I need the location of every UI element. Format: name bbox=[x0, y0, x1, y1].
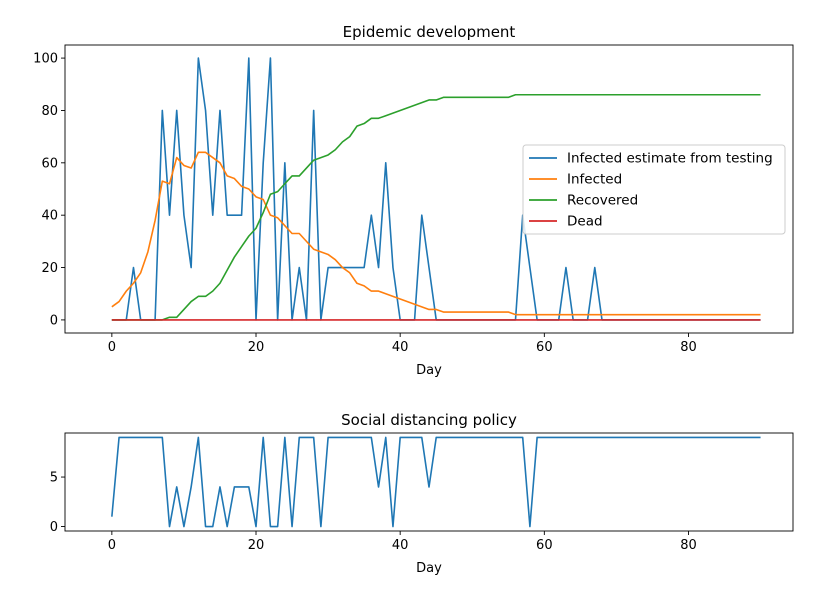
legend: Infected estimate from testing Infected Re… bbox=[522, 144, 786, 235]
legend-label-3: Dead bbox=[567, 214, 603, 230]
x-axis-label: Day bbox=[416, 561, 442, 576]
x-tick-label: 20 bbox=[248, 340, 265, 355]
y-tick-label: 40 bbox=[41, 209, 58, 224]
y-tick-label: 0 bbox=[50, 520, 58, 535]
x-tick-label: 0 bbox=[108, 340, 116, 355]
social-distancing-chart: Social distancing policy 0 20 40 60 80 0 5 Day bbox=[50, 411, 794, 576]
x-tick-label: 80 bbox=[680, 538, 697, 553]
plot-frame bbox=[64, 432, 794, 532]
chart-title: Social distancing policy bbox=[341, 411, 517, 429]
x-tick-label: 80 bbox=[680, 340, 697, 355]
epidemic-chart: Epidemic development 0 20 40 60 80 0 20 40 60 80 10… bbox=[33, 23, 794, 378]
series-line-0 bbox=[111, 436, 761, 528]
y-tick-label: 80 bbox=[41, 104, 58, 119]
y-tick-label: 100 bbox=[33, 52, 58, 67]
legend-label-2: Recovered bbox=[567, 193, 638, 209]
x-tick-label: 0 bbox=[108, 538, 116, 553]
legend-label-0: Infected estimate from testing bbox=[567, 151, 773, 167]
x-tick-label: 60 bbox=[536, 340, 553, 355]
series-line-2 bbox=[111, 93, 761, 321]
legend-label-1: Infected bbox=[567, 172, 622, 188]
y-tick-label: 20 bbox=[41, 261, 58, 276]
y-tick-label: 60 bbox=[41, 156, 58, 171]
x-tick-label: 40 bbox=[392, 340, 409, 355]
y-tick-label: 0 bbox=[50, 313, 58, 328]
y-tick-label: 5 bbox=[50, 471, 58, 486]
x-tick-label: 40 bbox=[392, 538, 409, 553]
legend-box bbox=[522, 144, 786, 235]
x-axis-label: Day bbox=[416, 363, 442, 378]
plot-frame bbox=[64, 44, 794, 334]
series-line-1 bbox=[111, 151, 761, 316]
chart-title: Epidemic development bbox=[343, 23, 516, 41]
x-tick-label: 20 bbox=[248, 538, 265, 553]
x-tick-label: 60 bbox=[536, 538, 553, 553]
